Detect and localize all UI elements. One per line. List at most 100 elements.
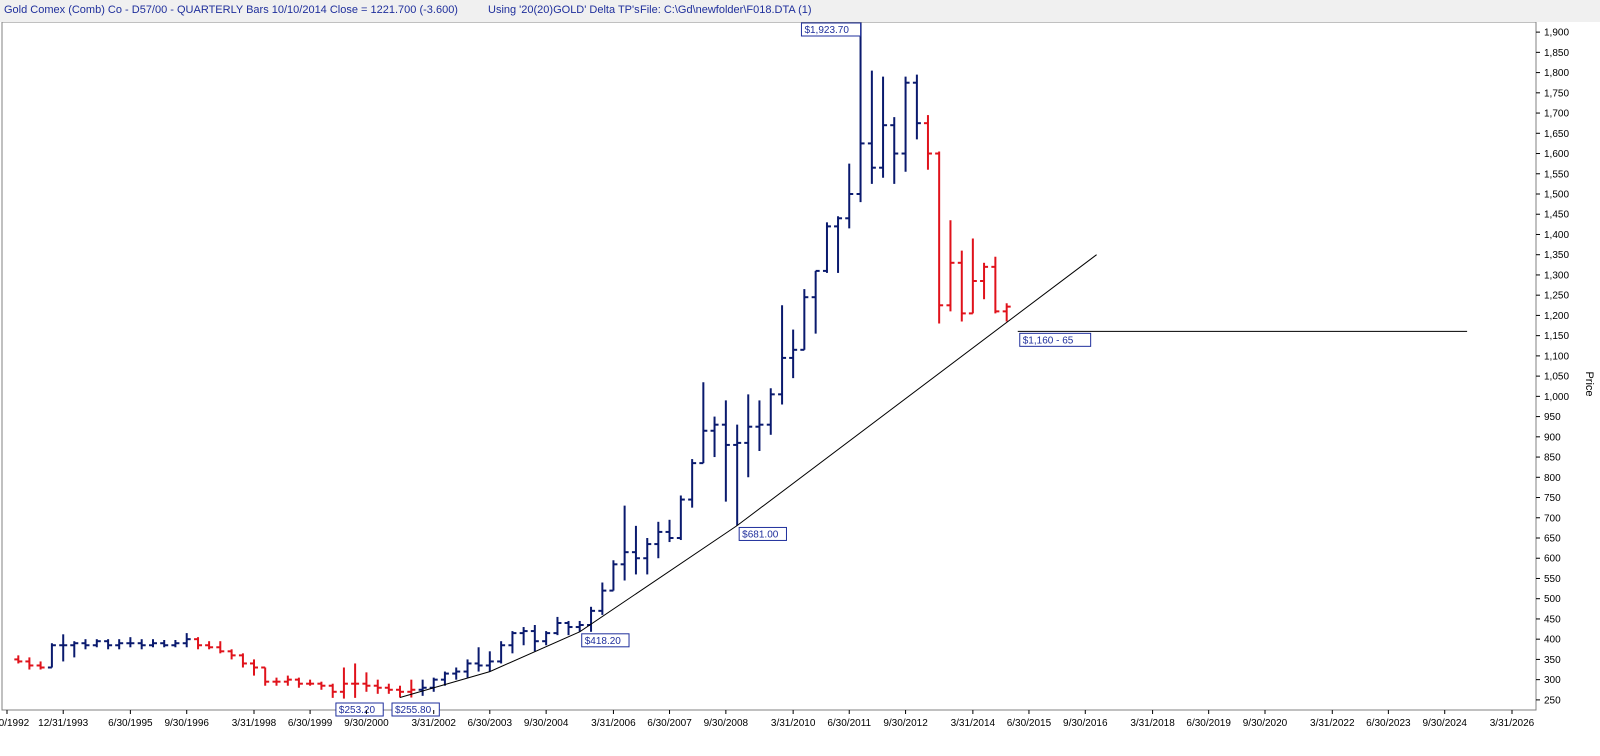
ohlc-bar[interactable] <box>261 666 270 686</box>
ohlc-bar[interactable] <box>306 679 315 686</box>
ohlc-bar[interactable] <box>643 538 652 575</box>
ohlc-bar[interactable] <box>182 633 191 648</box>
ohlc-bar[interactable] <box>328 683 337 698</box>
ohlc-bar[interactable] <box>508 631 517 654</box>
ohlc-bar[interactable] <box>485 651 494 672</box>
ohlc-bar[interactable] <box>755 400 764 451</box>
ohlc-bar[interactable] <box>362 672 371 692</box>
ohlc-bar[interactable] <box>283 675 292 686</box>
ohlc-bar[interactable] <box>631 525 640 575</box>
ohlc-bar[interactable] <box>160 639 169 648</box>
ohlc-bar[interactable] <box>676 495 685 541</box>
ohlc-bar[interactable] <box>856 22 865 203</box>
ohlc-bar[interactable] <box>440 671 449 686</box>
ohlc-bar[interactable] <box>294 677 303 688</box>
ohlc-bar[interactable] <box>721 400 730 502</box>
ohlc-bar[interactable] <box>778 305 787 405</box>
y-tick-label: 1,050 <box>1544 372 1569 383</box>
ohlc-bar[interactable] <box>205 641 214 650</box>
ohlc-bar[interactable] <box>575 620 584 632</box>
y-tick-label: 600 <box>1544 554 1561 565</box>
ohlc-bar[interactable] <box>699 382 708 465</box>
ohlc-bar[interactable] <box>14 655 23 664</box>
ohlc-bar[interactable] <box>867 70 876 184</box>
ohlc-bar[interactable] <box>474 647 483 672</box>
ohlc-bar[interactable] <box>272 677 281 686</box>
ohlc-bar[interactable] <box>733 424 742 526</box>
ohlc-bar[interactable] <box>923 115 932 170</box>
callout-box <box>1019 332 1092 347</box>
ohlc-bar[interactable] <box>36 661 45 670</box>
ohlc-chart[interactable]: $1,923.70 $253.20 $255.80 $418.20 $681.00 $1,… <box>0 22 1600 756</box>
ohlc-bar[interactable] <box>497 641 506 664</box>
ohlc-bar[interactable] <box>25 657 34 670</box>
ohlc-bar[interactable] <box>194 637 203 650</box>
ohlc-bar[interactable] <box>654 521 663 559</box>
ohlc-bar[interactable] <box>946 220 955 312</box>
ohlc-bar[interactable] <box>81 639 90 650</box>
ohlc-bar[interactable] <box>710 416 719 458</box>
ohlc-bar[interactable] <box>822 222 831 273</box>
ohlc-bar[interactable] <box>688 459 697 508</box>
ohlc-bar[interactable] <box>317 681 326 690</box>
ohlc-bar[interactable] <box>70 641 79 658</box>
ohlc-bar[interactable] <box>879 76 888 178</box>
ohlc-bar[interactable] <box>171 639 180 648</box>
x-tick-label: 6/30/2007 <box>647 718 692 729</box>
ohlc-bar[interactable] <box>249 659 258 676</box>
ohlc-bar[interactable] <box>373 679 382 694</box>
ohlc-bar[interactable] <box>834 216 843 273</box>
ohlc-bar[interactable] <box>104 639 113 650</box>
ohlc-bar[interactable] <box>766 388 775 435</box>
ohlc-bar[interactable] <box>149 639 158 648</box>
ohlc-bar[interactable] <box>115 639 124 650</box>
ohlc-bar[interactable] <box>59 634 68 662</box>
ohlc-bar[interactable] <box>980 262 989 300</box>
ohlc-bar[interactable] <box>811 269 820 334</box>
ohlc-bar[interactable] <box>452 667 461 680</box>
callout-label: $253.20 <box>339 705 376 716</box>
ohlc-bar[interactable] <box>418 679 427 696</box>
ohlc-bar[interactable] <box>845 163 854 229</box>
ohlc-bar[interactable] <box>137 639 146 650</box>
ohlc-bar[interactable] <box>665 519 674 543</box>
y-tick-label: 800 <box>1544 473 1561 484</box>
ohlc-bar[interactable] <box>957 250 966 322</box>
x-tick-label: 6/30/2019 <box>1186 718 1231 729</box>
ohlc-bar[interactable] <box>553 616 562 636</box>
y-tick-label: 700 <box>1544 513 1561 524</box>
ohlc-bar[interactable] <box>463 659 472 678</box>
ohlc-bar[interactable] <box>564 620 573 636</box>
ohlc-bar[interactable] <box>384 683 393 694</box>
ohlc-bar[interactable] <box>351 663 360 698</box>
ohlc-bar[interactable] <box>519 627 528 646</box>
price-callout: $1,923.70 <box>800 22 862 37</box>
ohlc-bar[interactable] <box>92 639 101 648</box>
ohlc-bar[interactable] <box>935 151 944 324</box>
chart-header: Gold Comex (Comb) Co - D57/00 - QUARTERL… <box>0 0 1600 23</box>
y-tick-label: 1,500 <box>1544 190 1569 201</box>
ohlc-bar[interactable] <box>991 256 1000 314</box>
ohlc-bar[interactable] <box>598 582 607 615</box>
ohlc-bar[interactable] <box>216 641 225 654</box>
ohlc-bar[interactable] <box>1002 303 1011 322</box>
ohlc-bar[interactable] <box>530 625 539 652</box>
y-axis-label: Price <box>1583 371 1595 396</box>
y-tick-label: 550 <box>1544 574 1561 585</box>
ohlc-bar[interactable] <box>542 631 551 646</box>
ohlc-bar[interactable] <box>912 74 921 140</box>
ohlc-bar[interactable] <box>227 649 236 660</box>
ohlc-bar[interactable] <box>238 653 247 668</box>
ohlc-bar[interactable] <box>800 289 809 351</box>
ohlc-bar[interactable] <box>968 238 977 315</box>
ohlc-bar[interactable] <box>789 329 798 379</box>
ohlc-bar[interactable] <box>609 560 618 592</box>
ohlc-bar[interactable] <box>901 76 910 172</box>
ohlc-bar[interactable] <box>396 685 405 698</box>
ohlc-bar[interactable] <box>620 505 629 581</box>
ohlc-bar[interactable] <box>339 667 348 699</box>
ohlc-bar[interactable] <box>744 394 753 478</box>
ohlc-bar[interactable] <box>890 117 899 184</box>
ohlc-bar[interactable] <box>47 643 56 669</box>
ohlc-bar[interactable] <box>126 637 135 648</box>
